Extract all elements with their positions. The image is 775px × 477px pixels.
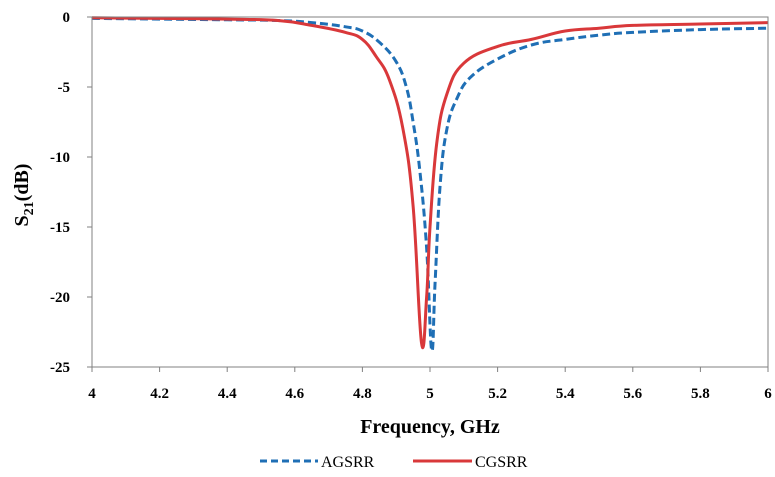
x-tick-label: 4.6: [285, 386, 304, 402]
x-tick-label: 4.8: [353, 386, 372, 402]
y-tick-label: -15: [50, 220, 70, 236]
x-tick-label: 5.2: [488, 386, 507, 402]
x-tick-label: 5: [426, 386, 434, 402]
x-tick-label: 4.2: [150, 386, 169, 402]
legend-label-agsrr: AGSRR: [321, 454, 375, 471]
x-axis-title: Frequency, GHz: [360, 416, 500, 438]
plot-area: [91, 16, 769, 353]
y-tick-label: -10: [50, 150, 70, 166]
y-axis-title-sub: 21: [22, 201, 37, 215]
y-tick-label: -5: [58, 80, 71, 96]
x-tick-label: 5.4: [556, 386, 575, 402]
y-tick-label: -20: [50, 290, 70, 306]
y-axis-title-rest: (dB): [11, 164, 33, 202]
y-tick-label: -25: [50, 360, 70, 376]
y-axis-title-main: S: [11, 215, 33, 226]
legend-label-cgsrr: CGSRR: [475, 454, 528, 471]
x-tick-label: 4: [88, 386, 96, 402]
tick-labels: 0 -5 -10 -15 -20 -25 4 4.2 4.4 4.6 4.8 5 5.2 5.4 5.6 5.…: [50, 10, 772, 402]
y-axis-title: S21(dB): [11, 164, 37, 227]
x-tick-label: 5.6: [623, 386, 642, 402]
series-line-cgsrr: [91, 16, 769, 350]
x-tick-label: 5.8: [691, 386, 710, 402]
x-tick-label: 6: [764, 386, 772, 402]
plot-frame: [91, 16, 769, 368]
axes: [87, 16, 769, 372]
series-line-agsrr: [91, 16, 769, 353]
y-tick-label: 0: [63, 10, 71, 26]
legend: AGSRR CGSRR: [260, 454, 528, 471]
x-tick-label: 4.4: [218, 386, 237, 402]
